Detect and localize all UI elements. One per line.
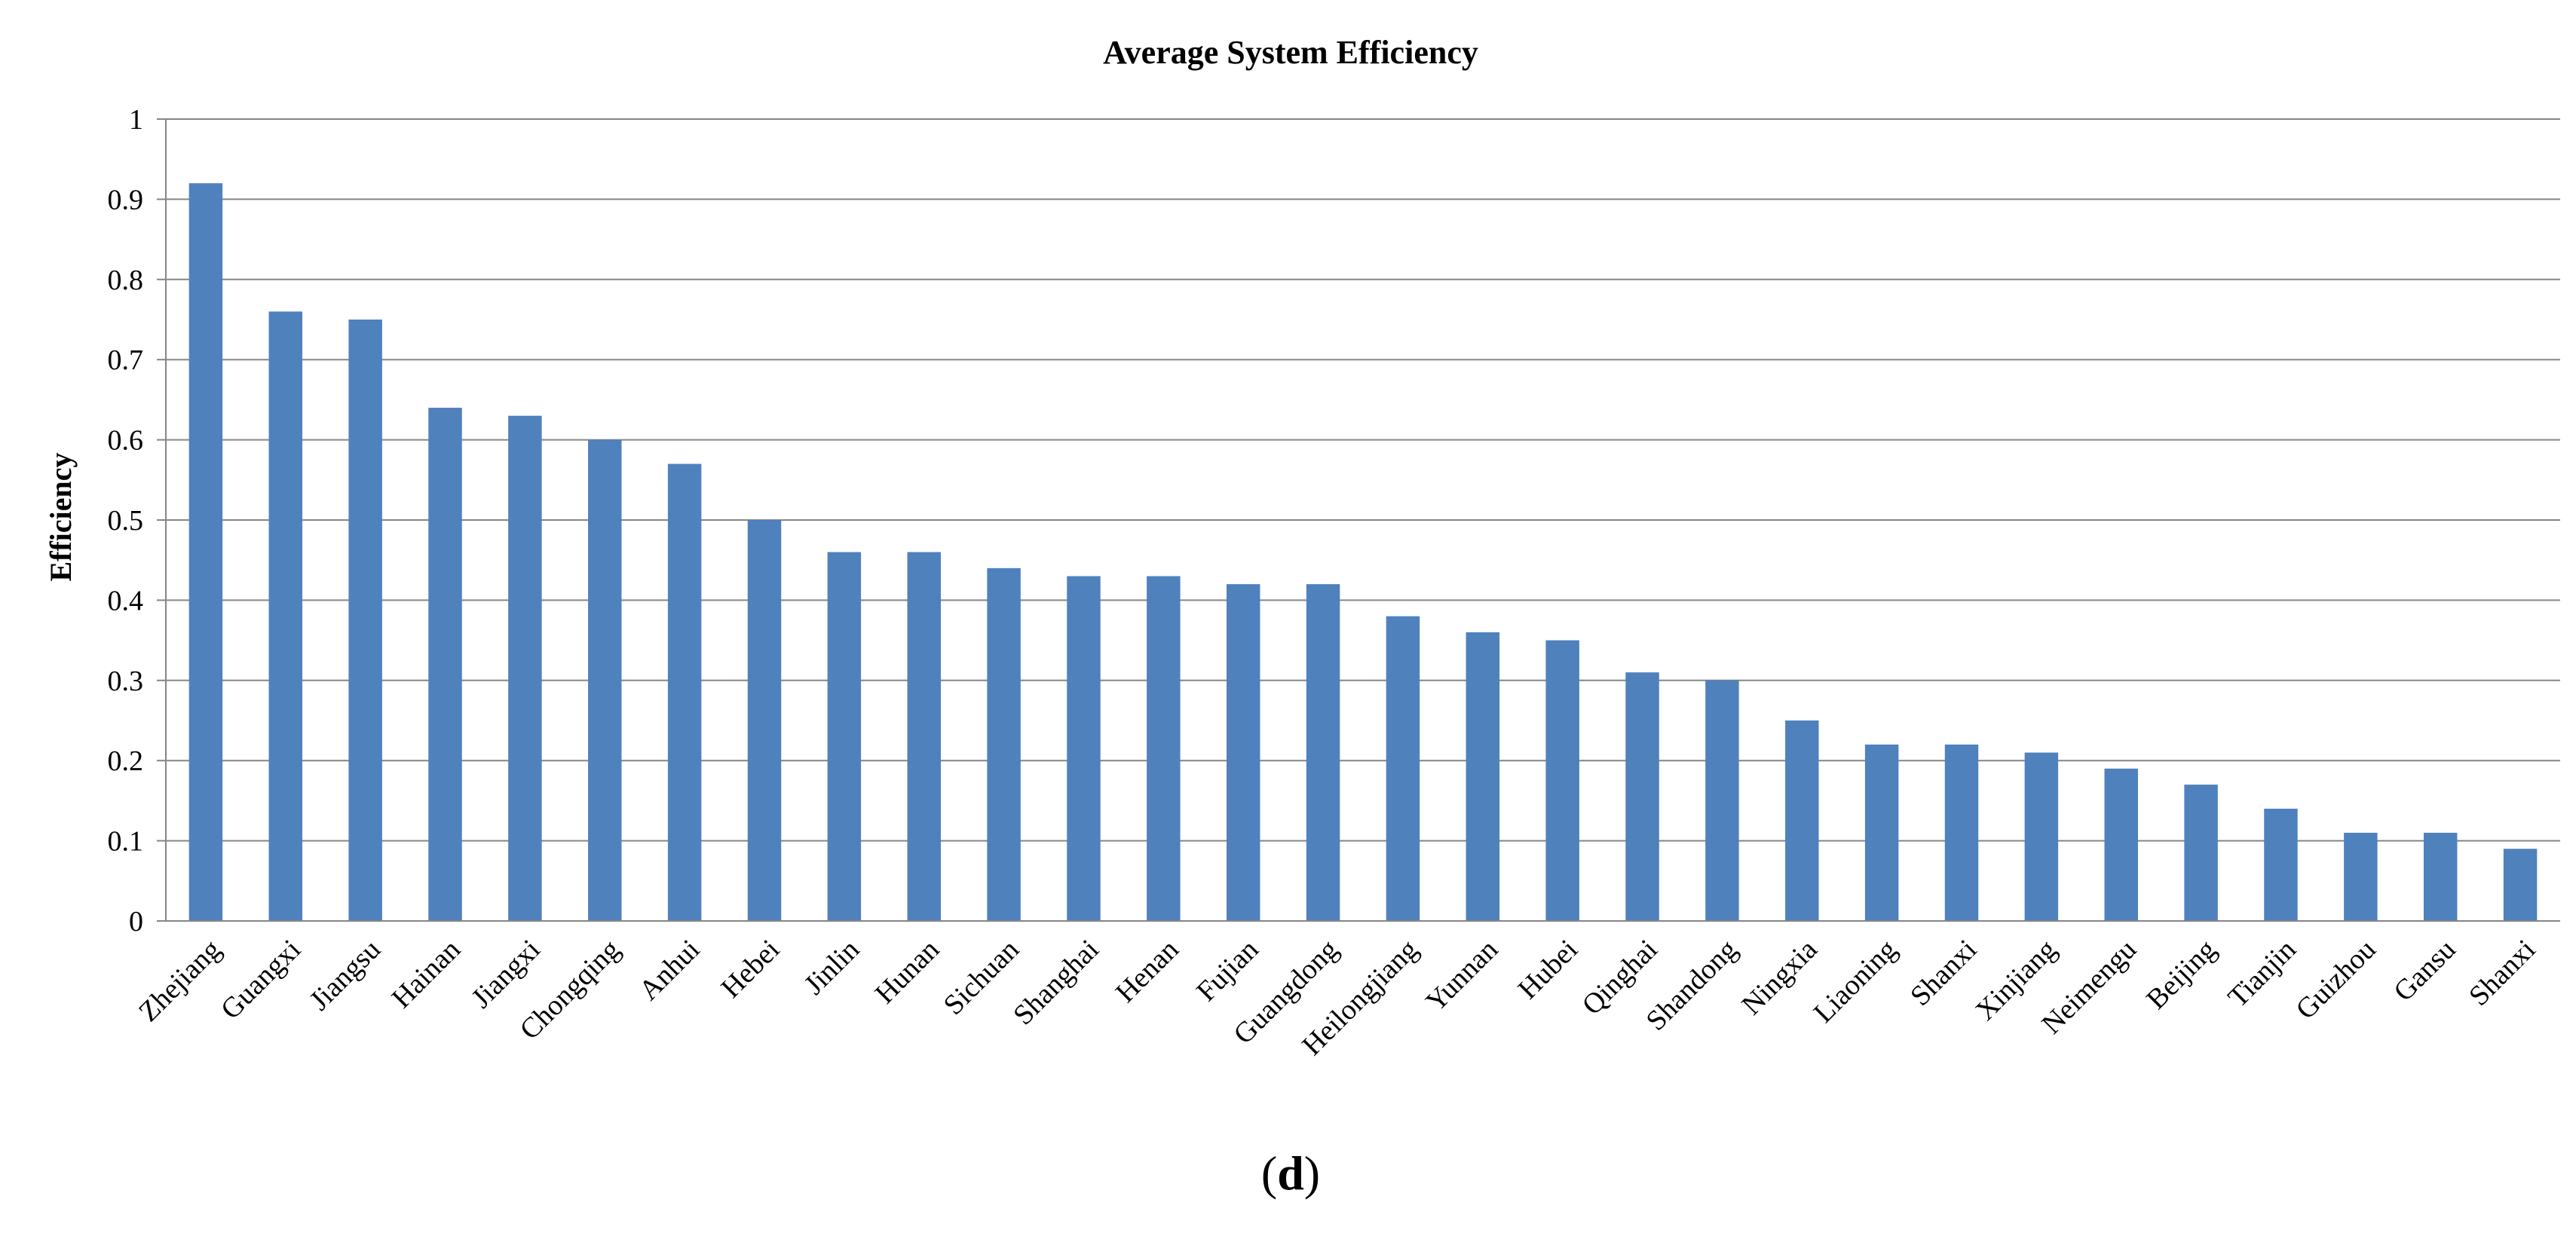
y-tick-label: 0.8 — [108, 265, 144, 296]
panel-label-open: ( — [1261, 1146, 1277, 1200]
bar — [1306, 584, 1340, 921]
x-tick-label: Tianjin — [2222, 934, 2302, 1014]
x-tick-label: Beijing — [2140, 934, 2222, 1016]
x-tick-label: Fujian — [1190, 934, 1264, 1008]
bar — [188, 183, 223, 921]
bar — [348, 320, 382, 921]
axes — [157, 118, 2560, 922]
bar — [2503, 849, 2538, 921]
y-tick-label: 0.6 — [108, 425, 144, 457]
x-axis-labels: ZhejiangGuangxiJiangsuHainanJiangxiChong… — [133, 934, 2541, 1062]
y-axis-label: Efficiency — [44, 452, 78, 581]
x-tick-label: Shanghai — [1007, 934, 1105, 1032]
x-tick-label: Gansu — [2388, 934, 2461, 1008]
bar — [588, 439, 622, 921]
bar — [1705, 680, 1739, 921]
bar — [2184, 785, 2218, 921]
panel-label: (d) — [1261, 1146, 1320, 1200]
bar — [1545, 640, 1579, 921]
x-tick-label: Hainan — [386, 934, 467, 1014]
x-tick-label: Shanxi — [2463, 934, 2541, 1012]
y-tick-label: 0.7 — [108, 344, 144, 376]
bar — [1625, 672, 1659, 921]
bar — [1785, 720, 1819, 921]
x-tick-label: Anhui — [633, 934, 706, 1007]
x-tick-label: Jiangsu — [304, 934, 387, 1017]
bar — [1386, 616, 1420, 921]
bar — [2104, 768, 2138, 921]
bar — [1864, 744, 1899, 921]
bar — [1067, 576, 1101, 921]
bar — [508, 415, 542, 921]
bar — [2024, 752, 2059, 921]
panel-label-letter: d — [1277, 1146, 1304, 1200]
y-tick-label: 0.1 — [108, 826, 144, 858]
x-tick-label: Jinlin — [798, 934, 865, 1001]
y-tick-label: 1 — [129, 104, 143, 136]
panel-label-close: ) — [1304, 1146, 1320, 1200]
bar — [1944, 744, 1979, 921]
y-tick-label: 0.9 — [108, 184, 144, 216]
y-tick-label: 0.4 — [108, 585, 144, 616]
bar — [428, 408, 462, 921]
bar — [2344, 832, 2378, 921]
bar — [2264, 809, 2298, 921]
bar — [987, 567, 1021, 921]
y-axis-ticks: 0 0.1 0.2 0.3 0.4 0.5 0.6 0.7 0.8 0.9 1 — [108, 104, 144, 938]
bars — [188, 183, 2538, 921]
x-tick-label: Hebei — [715, 934, 786, 1005]
x-tick-label: Guizhou — [2290, 934, 2381, 1026]
bar — [1226, 584, 1260, 921]
bar — [268, 311, 303, 921]
x-tick-label: Hunan — [869, 934, 945, 1010]
bar — [1147, 576, 1181, 921]
y-tick-label: 0.5 — [108, 505, 144, 537]
y-tick-label: 0 — [129, 906, 143, 938]
chart-title: Average System Efficiency — [1103, 34, 1478, 71]
x-tick-label: Yunnan — [1420, 934, 1504, 1018]
x-tick-label: Shanxi — [1904, 934, 1983, 1012]
gridlines — [166, 118, 2560, 842]
x-tick-label: Hubei — [1512, 934, 1584, 1005]
x-tick-label: Henan — [1110, 934, 1185, 1009]
y-tick-label: 0.3 — [108, 665, 144, 697]
bar — [747, 520, 782, 921]
x-tick-label: Zhejiang — [133, 934, 227, 1028]
bar — [1466, 632, 1500, 921]
x-tick-label: Guangxi — [215, 934, 307, 1026]
x-tick-label: Liaoning — [1808, 934, 1904, 1029]
bar — [2423, 832, 2458, 921]
bar — [907, 552, 941, 921]
bar — [667, 463, 702, 921]
y-tick-label: 0.2 — [108, 745, 144, 777]
bar — [827, 552, 862, 921]
